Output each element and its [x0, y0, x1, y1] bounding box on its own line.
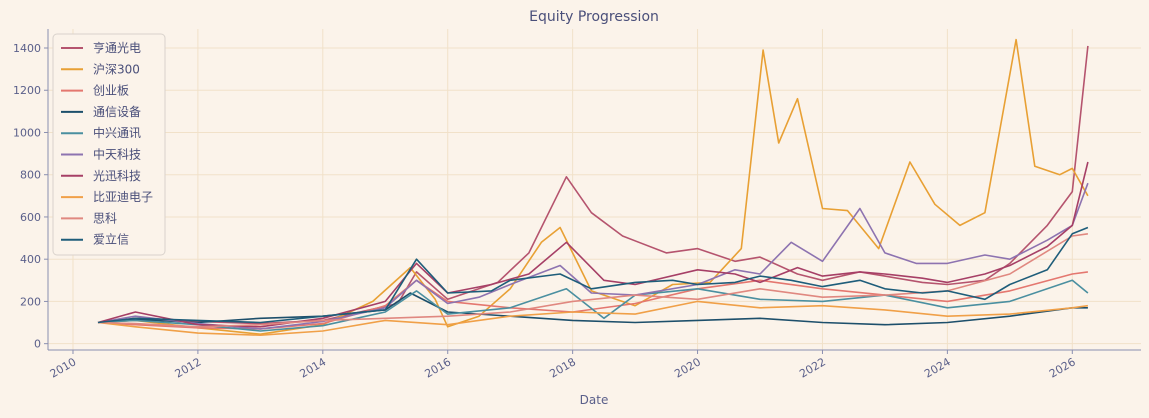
y-tick-label: 400	[20, 253, 41, 266]
legend-label: 创业板	[93, 84, 129, 98]
series-line	[97, 226, 1089, 324]
x-tick-label: 2014	[298, 355, 329, 380]
x-tick-label: 2018	[547, 355, 578, 380]
x-tick-label: 2022	[797, 355, 828, 380]
y-tick-label: 200	[20, 295, 41, 308]
series-layer	[97, 38, 1089, 337]
series-line	[97, 45, 1089, 325]
x-tick-label: 2016	[422, 355, 453, 380]
x-ticks: 2010 2012 2014 2016 2018 2020 2022 2024 2026	[48, 350, 1078, 381]
series-line	[97, 279, 1089, 332]
series-line	[97, 161, 1089, 328]
chart-title: Equity Progression	[529, 9, 659, 25]
legend-label: 思科	[93, 211, 117, 225]
y-tick-label: 0	[34, 338, 41, 351]
legend-label: 通信设备	[93, 105, 141, 119]
x-tick-label: 2012	[173, 355, 204, 380]
y-tick-label: 1400	[13, 42, 41, 55]
y-tick-label: 800	[20, 169, 41, 182]
series-line	[97, 300, 1089, 337]
series-line	[97, 38, 1089, 336]
x-tick-label: 2010	[48, 355, 79, 380]
x-axis-label: Date	[580, 393, 609, 407]
series-line	[97, 292, 1088, 326]
legend-label: 亨通光电	[93, 40, 141, 55]
y-tick-label: 1200	[13, 84, 41, 97]
x-tick-label: 2024	[922, 355, 953, 380]
legend-box	[52, 33, 166, 256]
y-tick-label: 600	[20, 211, 41, 224]
x-tick-label: 2026	[1047, 355, 1078, 380]
legend-label: 光迅科技	[93, 169, 141, 183]
legend-label: 爱立信	[93, 232, 129, 247]
y-ticks: 0 200 400 600 800 1000 1200 1400	[13, 42, 48, 351]
legend-label: 中天科技	[93, 147, 141, 162]
legend-label: 中兴通讯	[93, 125, 141, 140]
legend-label: 沪深300	[93, 62, 140, 76]
y-tick-label: 1000	[13, 126, 41, 139]
series-line	[97, 182, 1089, 330]
legend-label: 比亚迪电子	[93, 190, 153, 204]
grid	[48, 29, 1141, 350]
series-line	[97, 233, 1089, 328]
x-tick-label: 2020	[672, 355, 703, 380]
